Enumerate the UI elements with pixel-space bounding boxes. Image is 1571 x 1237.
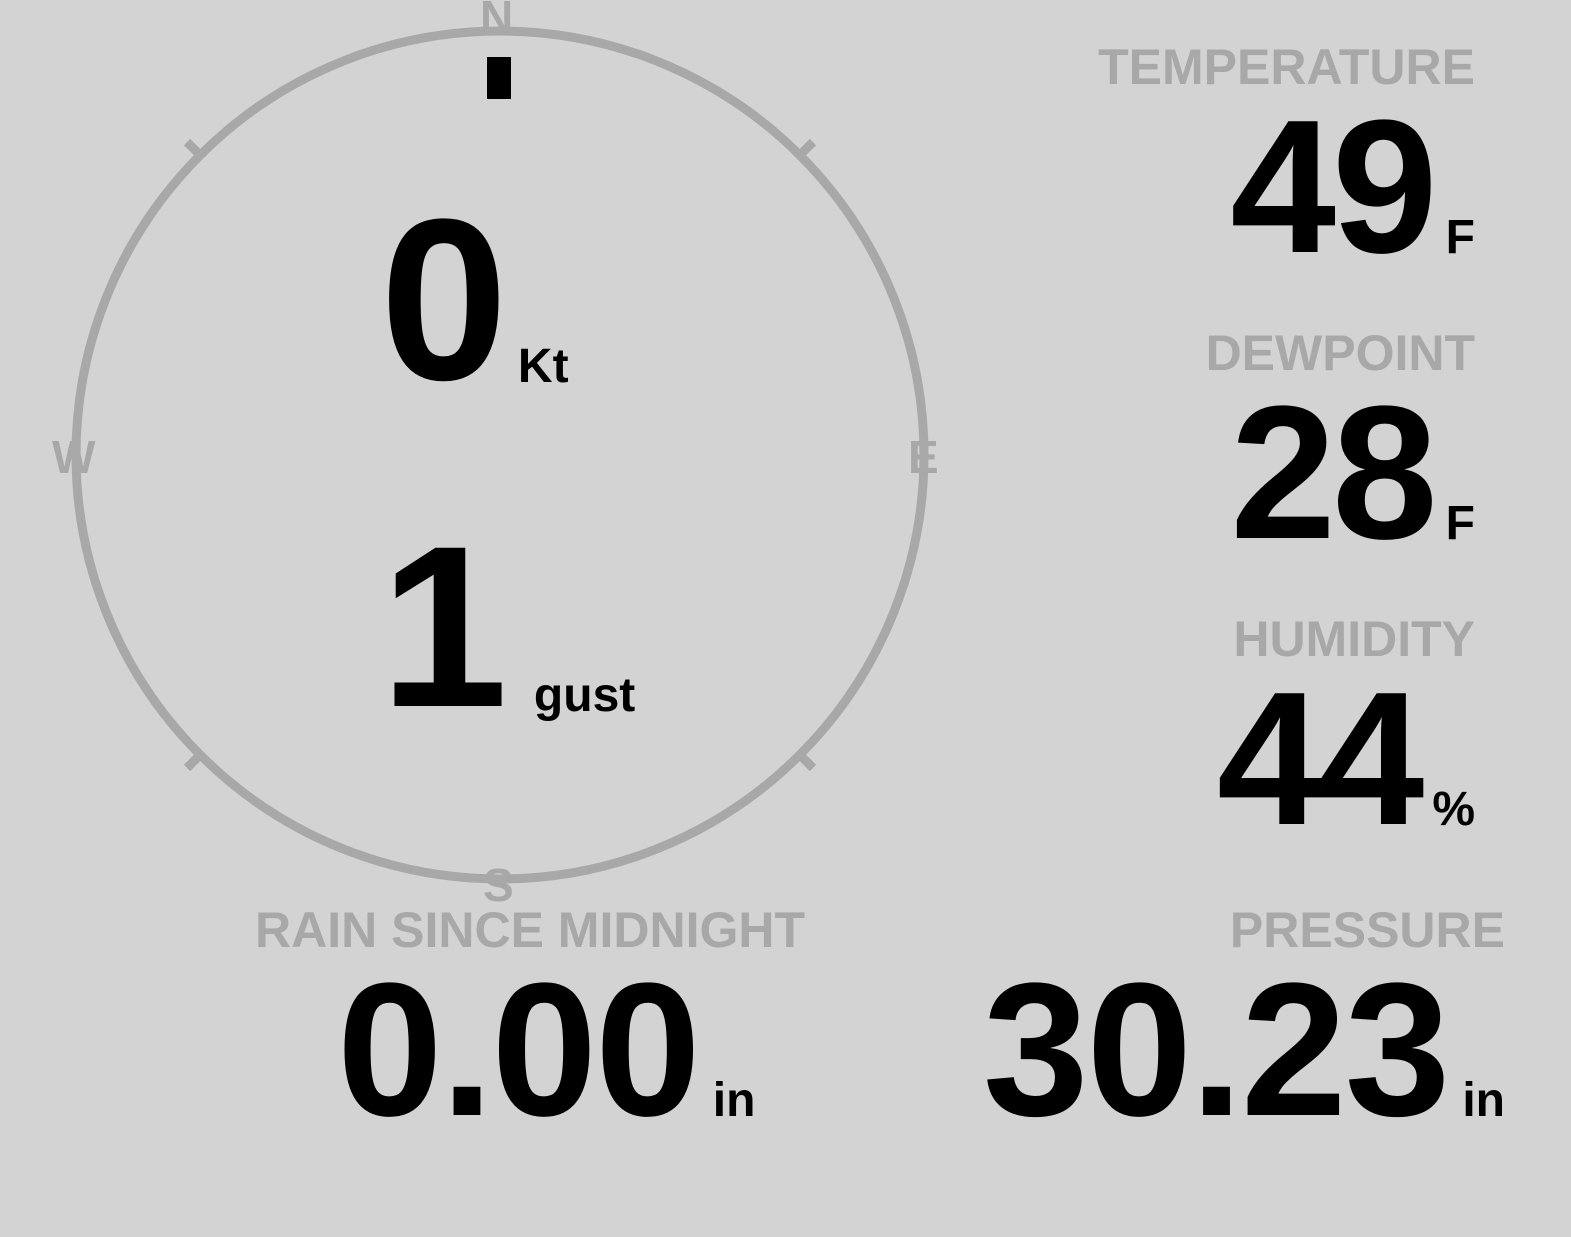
- dewpoint-readout: DEWPOINT 28 F: [1206, 328, 1475, 568]
- dewpoint-unit: F: [1445, 497, 1475, 550]
- wind-direction-marker: [487, 57, 511, 99]
- compass-label-south: S: [483, 859, 514, 911]
- rain-unit: in: [712, 1074, 756, 1127]
- temperature-label: TEMPERATURE: [1098, 39, 1475, 95]
- pressure-label: PRESSURE: [1229, 902, 1505, 958]
- dewpoint-label: DEWPOINT: [1205, 325, 1475, 381]
- wind-gust-readout: 1 gust: [380, 512, 635, 742]
- pressure-value-row: 30.23 in: [983, 955, 1505, 1145]
- compass-label-west: W: [52, 431, 96, 483]
- compass-tick-nw: [183, 138, 203, 158]
- wind-speed-value: 0: [380, 171, 508, 428]
- compass-ring-graphic: [71, 26, 929, 884]
- wind-gust-unit: gust: [533, 669, 636, 722]
- wind-compass-panel: N E S W 0 Kt 1 gust: [0, 0, 1040, 930]
- rain-value: 0.00: [337, 944, 701, 1156]
- wind-speed-readout: 0 Kt: [380, 185, 569, 415]
- dewpoint-value-row: 28 F: [1206, 378, 1475, 568]
- wind-speed-unit: Kt: [517, 340, 569, 393]
- pressure-value: 30.23: [982, 944, 1450, 1156]
- pressure-unit: in: [1462, 1074, 1505, 1127]
- humidity-value: 44: [1216, 653, 1424, 865]
- temperature-readout: TEMPERATURE 49 F: [1098, 42, 1475, 282]
- rain-value-row: 0.00 in: [255, 955, 805, 1145]
- compass-tick-sw: [183, 752, 203, 772]
- wind-gust-value: 1: [380, 498, 508, 755]
- humidity-readout: HUMIDITY 44 %: [1217, 614, 1475, 854]
- compass-tick-se: [797, 752, 817, 772]
- compass-ring: [71, 26, 929, 884]
- humidity-value-row: 44 %: [1217, 664, 1475, 854]
- compass-label-east: E: [908, 431, 939, 483]
- pressure-readout: PRESSURE 30.23 in: [983, 905, 1505, 1145]
- temperature-unit: F: [1445, 211, 1475, 264]
- compass-ticks: [183, 138, 817, 772]
- humidity-label: HUMIDITY: [1233, 611, 1475, 667]
- rain-label: RAIN SINCE MIDNIGHT: [255, 902, 805, 958]
- humidity-unit: %: [1432, 783, 1475, 836]
- rain-readout: RAIN SINCE MIDNIGHT 0.00 in: [255, 905, 805, 1145]
- compass-tick-ne: [797, 138, 817, 158]
- temperature-value: 49: [1230, 81, 1437, 293]
- temperature-value-row: 49 F: [1098, 92, 1475, 282]
- dewpoint-value: 28: [1230, 367, 1437, 579]
- compass-label-north: N: [480, 0, 514, 43]
